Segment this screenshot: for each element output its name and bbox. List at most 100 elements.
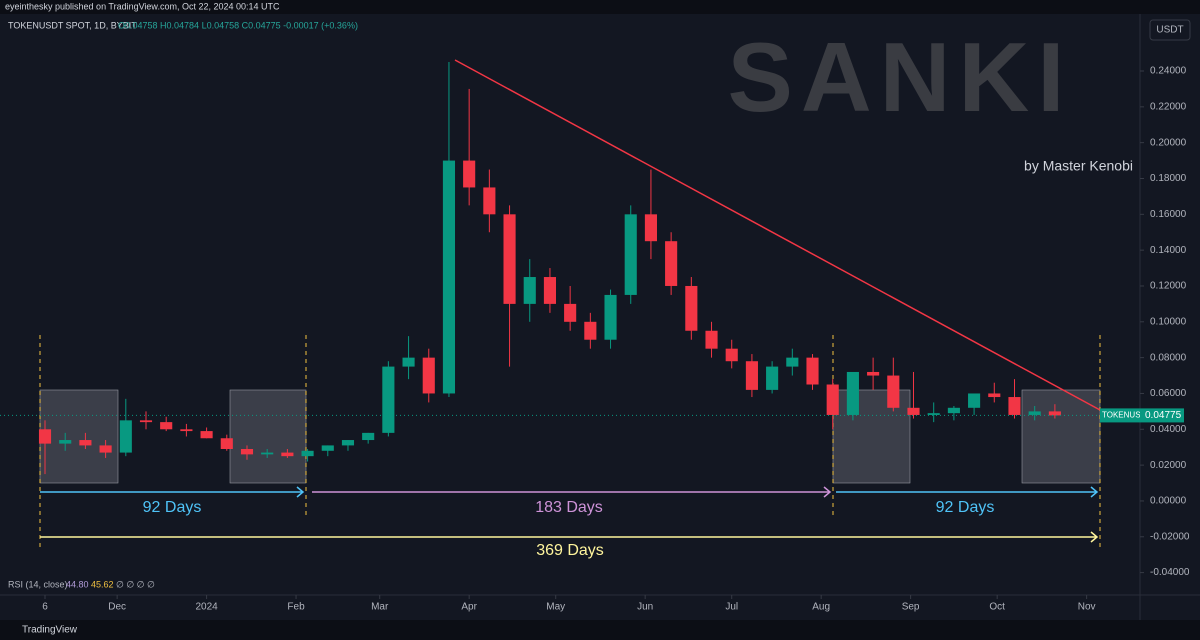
candle-body (1008, 397, 1021, 415)
candle-body (846, 371, 859, 415)
candle-body (968, 393, 981, 408)
candle-body (240, 448, 254, 455)
candle-body (200, 431, 213, 439)
candle-body (1048, 411, 1061, 416)
candle-body (442, 160, 456, 394)
x-tick-label: May (546, 602, 565, 613)
y-tick-label: 0.16000 (1150, 209, 1187, 220)
candle-body (463, 160, 476, 188)
y-tick-label: 0.24000 (1150, 66, 1187, 77)
publisher: eyeinthesky published on TradingView.com… (5, 1, 280, 11)
candle-body (402, 357, 415, 367)
candle-body (523, 277, 536, 304)
candle-body (362, 432, 375, 441)
currency[interactable]: USDT (1156, 25, 1183, 36)
candle-body (422, 357, 435, 394)
last-price-label: 0.04775 (1145, 410, 1182, 421)
candle-body (887, 375, 900, 408)
candle-body (867, 371, 880, 376)
y-tick-label: 0.10000 (1150, 316, 1187, 327)
range-box (39, 389, 119, 484)
candle-body (119, 420, 132, 453)
candle-body (1028, 411, 1041, 415)
candle-body (644, 214, 657, 242)
candle-body (745, 361, 758, 390)
watermark-title: SANKI (728, 22, 1073, 132)
x-tick-label: Jul (725, 602, 738, 613)
x-tick-label: Feb (287, 602, 305, 613)
candle-body (665, 241, 678, 286)
candle-body (281, 452, 294, 457)
y-tick-label: 0.14000 (1150, 245, 1187, 256)
range-box (1021, 389, 1101, 484)
candle-body (725, 348, 738, 362)
x-tick-label: Jun (637, 602, 653, 613)
rsi-value: 44.80 (66, 579, 89, 589)
x-tick-label: Sep (902, 602, 920, 613)
symbol: TOKENUSDT SPOT, 1D, BYBIT (8, 20, 137, 30)
candle-body (564, 303, 577, 322)
candle-body (139, 420, 153, 423)
last-price-symbol: TOKENUSDT (1102, 411, 1151, 420)
x-tick-label: Dec (108, 602, 126, 613)
candle-body (160, 422, 173, 430)
rsi-flags: ∅ ∅ ∅ ∅ (116, 579, 155, 589)
candle-body (624, 214, 637, 295)
y-tick-label: 0.00000 (1150, 496, 1187, 507)
span-arrow (836, 486, 1099, 498)
candle-body (483, 187, 496, 215)
y-tick-label: 0.12000 (1150, 281, 1187, 292)
x-tick-label: Aug (812, 602, 830, 613)
x-tick-label: 6 (42, 602, 48, 613)
currency-button[interactable] (1149, 19, 1191, 41)
span-arrow (40, 486, 305, 498)
x-tick-label: Apr (461, 602, 477, 613)
candle-body (503, 214, 516, 304)
y-tick-label: -0.02000 (1150, 531, 1190, 542)
y-tick-label: 0.18000 (1150, 173, 1187, 184)
candle-body (59, 440, 72, 444)
range-box (229, 389, 307, 484)
candle-body (786, 357, 799, 367)
x-tick-label: Nov (1078, 602, 1096, 613)
candle-body (584, 321, 597, 340)
candle-body (806, 357, 819, 385)
candle-body (220, 438, 233, 449)
y-tick-label: 0.04000 (1150, 424, 1187, 435)
span-label: 183 Days (535, 499, 603, 516)
candle-body (180, 429, 193, 432)
rsi-value: 45.62 (91, 579, 114, 589)
y-tick-label: 0.02000 (1150, 460, 1187, 471)
trend-line (454, 59, 1101, 411)
ohlc: O0.04758 H0.04784 L0.04758 C0.04775 -0.0… (118, 20, 358, 30)
candle-body (79, 440, 92, 446)
candle-body (705, 330, 718, 349)
span-arrow (40, 531, 1099, 543)
candle-body (99, 445, 112, 453)
header-bar (0, 0, 1200, 14)
candle-body (301, 450, 314, 457)
watermark-subtitle: by Master Kenobi (1024, 158, 1133, 174)
span-arrow (312, 486, 832, 498)
y-tick-label: -0.04000 (1150, 567, 1190, 578)
candle-body (685, 285, 698, 331)
x-tick-label: Oct (989, 602, 1005, 613)
last-price-tag (1140, 408, 1184, 423)
span-label: 92 Days (143, 499, 202, 516)
candle-body (261, 452, 274, 455)
span-label: 92 Days (936, 499, 995, 516)
candle-body (766, 366, 779, 390)
candle-body (947, 407, 960, 414)
x-tick-label: Mar (371, 602, 389, 613)
y-tick-label: 0.22000 (1150, 101, 1187, 112)
candle-body (382, 366, 395, 433)
span-label: 369 Days (536, 542, 604, 559)
y-tick-label: 0.08000 (1150, 352, 1187, 363)
rsi-label: RSI (14, close) (8, 579, 68, 589)
candle-body (543, 277, 557, 304)
candle-body (321, 445, 334, 451)
candle-body (38, 429, 52, 444)
footer-bar (0, 620, 1200, 640)
